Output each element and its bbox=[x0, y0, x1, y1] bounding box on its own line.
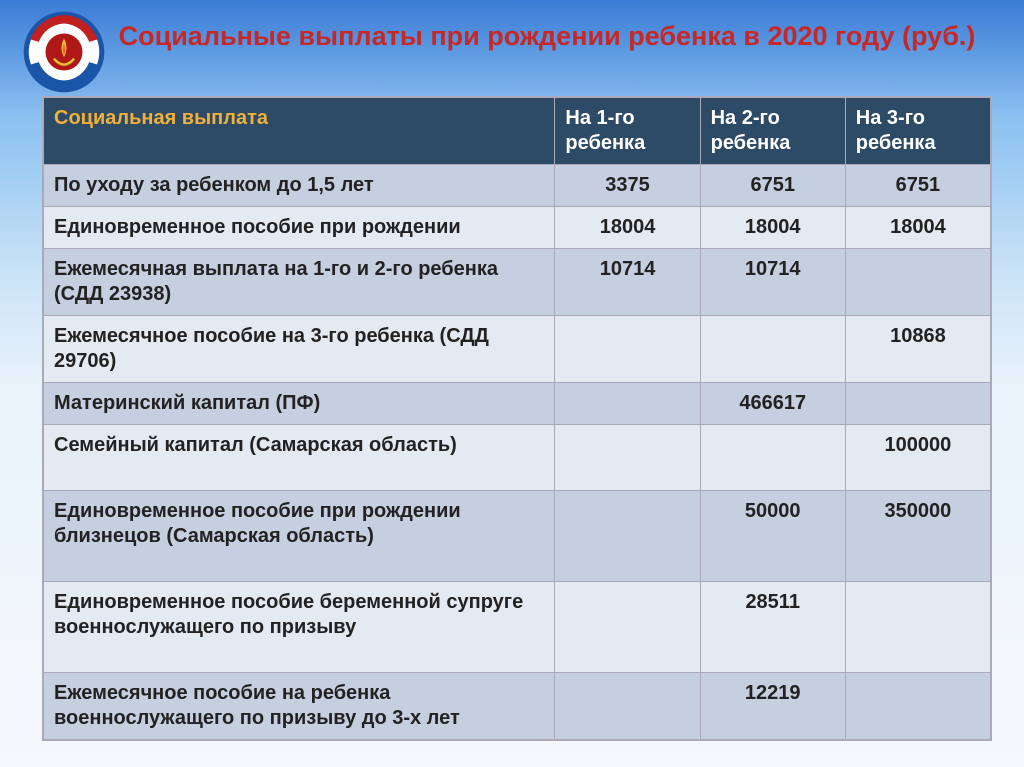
payment-label: Единовременное пособие при рождении близ… bbox=[44, 491, 555, 582]
payment-value bbox=[700, 316, 845, 383]
payment-label: Ежемесячное пособие на 3-го ребенка (СДД… bbox=[44, 316, 555, 383]
table-row: Единовременное пособие при рождении близ… bbox=[44, 491, 991, 582]
payment-value: 18004 bbox=[845, 207, 990, 249]
payment-value: 350000 bbox=[845, 491, 990, 582]
payment-value: 3375 bbox=[555, 165, 700, 207]
payment-value: 50000 bbox=[700, 491, 845, 582]
payment-value bbox=[555, 673, 700, 740]
table-row: Семейный капитал (Самарская область) 1000… bbox=[44, 425, 991, 491]
table-header-row: Социальная выплата На 1-го ребенка На 2-… bbox=[44, 98, 991, 165]
payment-value: 12219 bbox=[700, 673, 845, 740]
payment-value bbox=[555, 582, 700, 673]
payment-value bbox=[555, 491, 700, 582]
payment-value: 18004 bbox=[700, 207, 845, 249]
payment-value: 28511 bbox=[700, 582, 845, 673]
table-row: Единовременное пособие при рождении18004… bbox=[44, 207, 991, 249]
table-row: Ежемесячное пособие на ребенка военнослу… bbox=[44, 673, 991, 740]
payments-table-container: Социальная выплата На 1-го ребенка На 2-… bbox=[42, 96, 992, 741]
payment-value bbox=[555, 425, 700, 491]
payment-value bbox=[845, 249, 990, 316]
header-payment-type: Социальная выплата bbox=[44, 98, 555, 165]
payment-label: Единовременное пособие при рождении bbox=[44, 207, 555, 249]
payment-label: Ежемесячное пособие на ребенка военнослу… bbox=[44, 673, 555, 740]
payments-table: Социальная выплата На 1-го ребенка На 2-… bbox=[43, 97, 991, 740]
table-row: Материнский капитал (ПФ) 466617 bbox=[44, 383, 991, 425]
payment-value: 466617 bbox=[700, 383, 845, 425]
table-row: Ежемесячная выплата на 1-го и 2-го ребен… bbox=[44, 249, 991, 316]
header-child-1: На 1-го ребенка bbox=[555, 98, 700, 165]
payment-value: 6751 bbox=[700, 165, 845, 207]
payment-label: По уходу за ребенком до 1,5 лет bbox=[44, 165, 555, 207]
payment-value bbox=[700, 425, 845, 491]
payment-value bbox=[845, 582, 990, 673]
payment-value: 6751 bbox=[845, 165, 990, 207]
payment-label: Семейный капитал (Самарская область) bbox=[44, 425, 555, 491]
payment-value bbox=[555, 316, 700, 383]
header-child-3: На 3-го ребенка bbox=[845, 98, 990, 165]
payment-label: Единовременное пособие беременной супруг… bbox=[44, 582, 555, 673]
emblem-logo bbox=[22, 10, 106, 94]
payment-value: 18004 bbox=[555, 207, 700, 249]
table-row: По уходу за ребенком до 1,5 лет337567516… bbox=[44, 165, 991, 207]
payment-value bbox=[845, 673, 990, 740]
payment-label: Ежемесячная выплата на 1-го и 2-го ребен… bbox=[44, 249, 555, 316]
payment-value: 10868 bbox=[845, 316, 990, 383]
payment-value: 100000 bbox=[845, 425, 990, 491]
header-child-2: На 2-го ребенка bbox=[700, 98, 845, 165]
payment-value bbox=[845, 383, 990, 425]
payment-value: 10714 bbox=[555, 249, 700, 316]
table-row: Единовременное пособие беременной супруг… bbox=[44, 582, 991, 673]
payment-value: 10714 bbox=[700, 249, 845, 316]
payment-label: Материнский капитал (ПФ) bbox=[44, 383, 555, 425]
page-title: Социальные выплаты при рождении ребенка … bbox=[110, 20, 984, 54]
payment-value bbox=[555, 383, 700, 425]
table-row: Ежемесячное пособие на 3-го ребенка (СДД… bbox=[44, 316, 991, 383]
